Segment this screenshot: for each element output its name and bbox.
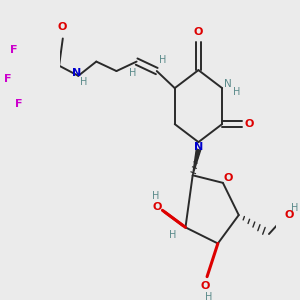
- Text: H: H: [129, 68, 137, 78]
- Text: O: O: [152, 202, 161, 212]
- Text: H: H: [205, 292, 212, 300]
- Text: N: N: [194, 142, 203, 152]
- Text: F: F: [10, 45, 17, 55]
- Text: H: H: [169, 230, 176, 240]
- Text: O: O: [194, 27, 203, 37]
- Text: F: F: [15, 99, 22, 109]
- Text: O: O: [245, 119, 254, 129]
- Text: F: F: [4, 74, 11, 84]
- Text: N: N: [71, 68, 81, 78]
- Text: H: H: [152, 191, 159, 201]
- Text: O: O: [224, 173, 233, 183]
- Text: H: H: [291, 203, 298, 213]
- Text: H: H: [159, 55, 166, 65]
- Text: H: H: [233, 87, 240, 97]
- Text: O: O: [201, 281, 210, 291]
- Text: H: H: [80, 77, 87, 87]
- Text: O: O: [284, 210, 294, 220]
- Polygon shape: [193, 149, 200, 175]
- Text: O: O: [57, 22, 66, 32]
- Text: N: N: [224, 79, 232, 89]
